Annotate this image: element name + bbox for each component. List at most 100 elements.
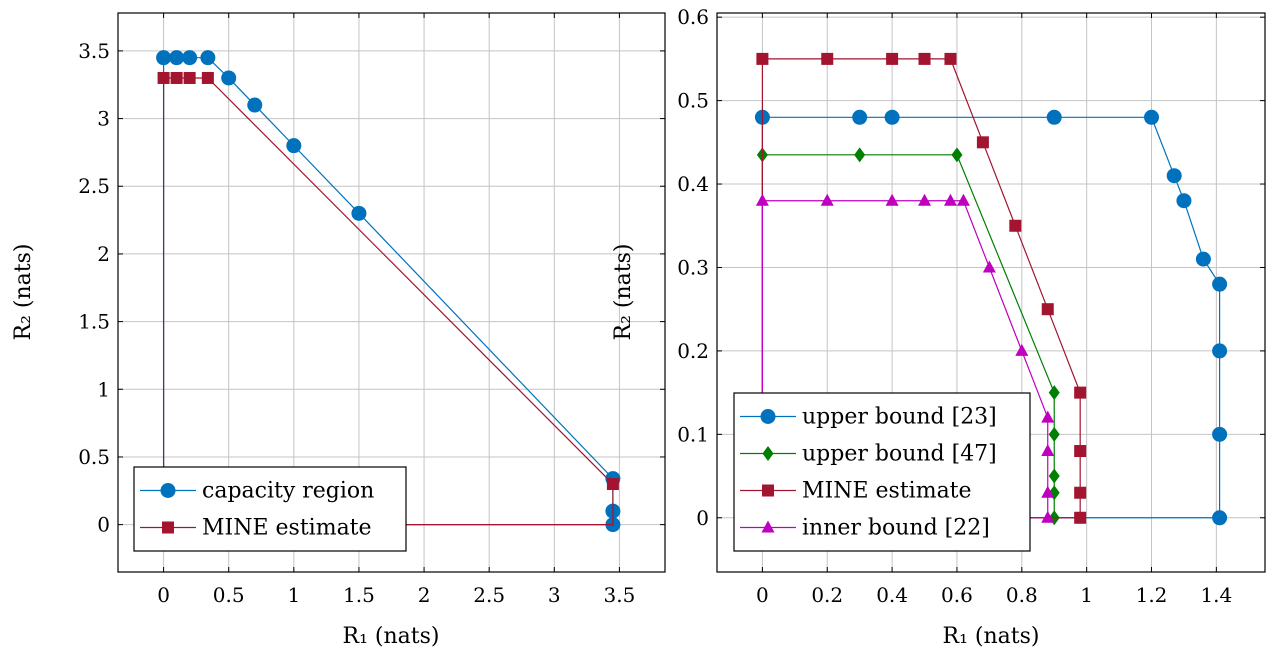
- data-point: [1009, 219, 1022, 232]
- data-point: [351, 205, 367, 221]
- x-tick-label: 1.2: [1136, 583, 1168, 607]
- data-point: [885, 193, 899, 206]
- y-tick-label: 3: [97, 107, 110, 131]
- y-tick-label: 2.5: [78, 174, 110, 198]
- x-tick-label: 0: [756, 583, 769, 607]
- chart-panel-1: 0 0.5 1 1.5 2 2.5 3 3.5 0 0.5 1 1.5 2 2.5 3 3.5 R₁ (nats…: [11, 12, 666, 649]
- data-point: [606, 478, 619, 491]
- legend-marker: [760, 409, 776, 424]
- x-tick-label: 3.5: [604, 583, 636, 607]
- data-point: [852, 109, 868, 125]
- legend-marker: [762, 446, 774, 461]
- y-axis-label: R₂ (nats): [611, 244, 636, 341]
- data-point: [982, 260, 996, 273]
- y-tick-label: 3.5: [78, 39, 110, 63]
- y-tick-label: 0: [97, 513, 110, 537]
- y-tick-label: 0: [696, 506, 709, 530]
- data-point: [884, 109, 900, 125]
- data-point: [1015, 343, 1029, 356]
- legend-label: MINE estimate: [802, 479, 972, 504]
- data-point: [1074, 445, 1087, 458]
- data-point: [170, 71, 183, 84]
- data-point: [200, 50, 216, 66]
- series-capacity-region: [156, 50, 621, 533]
- data-point: [820, 193, 834, 206]
- x-tick-label: 1: [1080, 583, 1093, 607]
- data-point: [1074, 386, 1087, 399]
- data-point: [755, 193, 769, 206]
- data-point: [1048, 385, 1060, 401]
- data-point: [1212, 343, 1228, 359]
- data-point: [201, 71, 214, 84]
- legend: capacity region MINE estimate: [133, 466, 407, 552]
- data-point: [1176, 193, 1192, 209]
- data-point: [918, 52, 931, 65]
- data-point: [944, 52, 957, 65]
- y-tick-label: 1: [97, 377, 110, 401]
- x-tick-label: 0.8: [1006, 583, 1038, 607]
- data-point: [1048, 468, 1060, 484]
- data-point: [1212, 276, 1228, 292]
- data-point: [976, 136, 989, 149]
- legend-marker: [761, 520, 775, 533]
- chart-panel-2: 0 0.2 0.4 0.6 0.8 1 1.2 1.4 0 0.1 0.2 0.3 0.4 0.5 0.6 R…: [611, 5, 1266, 649]
- data-point: [821, 52, 834, 65]
- x-tick-label: 1.4: [1200, 583, 1232, 607]
- data-point: [1041, 510, 1055, 523]
- legend-label: capacity region: [202, 479, 374, 504]
- legend-label: upper bound [23]: [802, 405, 997, 430]
- data-point: [956, 193, 970, 206]
- legend-box: [733, 392, 1031, 552]
- data-point: [1046, 109, 1062, 125]
- y-tick-label: 0.4: [677, 172, 709, 196]
- data-point: [1041, 410, 1055, 423]
- y-tick-label: 0.2: [677, 339, 709, 363]
- series-mine-estimate: [157, 71, 619, 526]
- data-point: [1212, 426, 1228, 442]
- x-tick-label: 2.5: [473, 583, 505, 607]
- data-point: [1144, 109, 1160, 125]
- x-tick-label: 0.6: [941, 583, 973, 607]
- data-point: [1195, 251, 1211, 267]
- y-tick-label: 1.5: [78, 310, 110, 334]
- y-tick-label: 0.5: [78, 445, 110, 469]
- data-point: [1041, 485, 1055, 498]
- series-mine-estimate: [756, 52, 1087, 524]
- legend-marker: [762, 484, 774, 497]
- legend-box: [133, 466, 407, 552]
- data-point: [918, 193, 932, 206]
- x-tick-label: 2: [418, 583, 431, 607]
- plot-frame: [716, 12, 1266, 573]
- data-point: [156, 50, 172, 66]
- plot-frame: [117, 12, 666, 573]
- data-point: [221, 70, 237, 86]
- x-tick-label: 3: [548, 583, 561, 607]
- series-line: [162, 57, 614, 526]
- data-point: [182, 50, 198, 66]
- data-point: [951, 147, 963, 163]
- x-tick-label: 0: [157, 583, 170, 607]
- data-point: [1041, 444, 1055, 457]
- y-tick-label: 2: [97, 242, 110, 266]
- y-tick-label: 0.3: [677, 255, 709, 279]
- series-upper-bound-47: [756, 147, 1060, 526]
- y-tick-label: 0.6: [677, 5, 709, 29]
- data-point: [1074, 486, 1087, 499]
- series-inner-bound-22: [755, 193, 1055, 523]
- data-point: [157, 71, 170, 84]
- x-axis-label: R₁ (nats): [943, 624, 1040, 649]
- x-tick-label: 0.5: [213, 583, 245, 607]
- data-point: [247, 97, 263, 113]
- data-point: [886, 52, 899, 65]
- data-point: [286, 138, 302, 154]
- legend-label: MINE estimate: [202, 516, 372, 541]
- legend-label: inner bound [22]: [802, 516, 990, 541]
- legend: upper bound [23] upper bound [47] MINE est…: [733, 392, 1031, 552]
- series-line: [162, 77, 614, 526]
- legend-label: upper bound [47]: [802, 442, 997, 467]
- data-point: [1048, 426, 1060, 442]
- data-point: [1212, 510, 1228, 526]
- data-point: [1074, 511, 1087, 524]
- y-tick-label: 0.1: [677, 422, 709, 446]
